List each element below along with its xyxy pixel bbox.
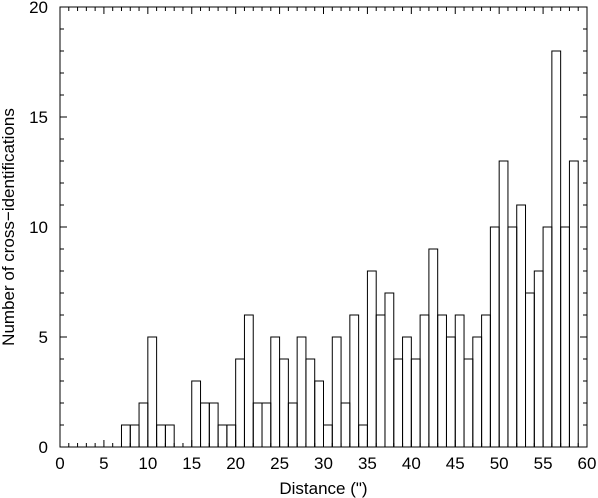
y-axis-label: Number of cross−identifications — [0, 108, 18, 346]
histogram-bar — [138, 402, 149, 448]
histogram-bar — [129, 424, 140, 448]
histogram-bar — [235, 358, 245, 448]
plot-frame — [59, 6, 588, 448]
y-tick-label: 0 — [39, 438, 48, 457]
histogram-bar — [454, 314, 465, 448]
histogram-bar — [287, 402, 298, 448]
histogram-bar — [516, 204, 527, 448]
histogram-bar — [243, 314, 254, 448]
histogram-bar — [384, 292, 395, 448]
histogram-bar — [410, 358, 421, 448]
histogram-bar — [270, 336, 281, 448]
x-tick-label: 0 — [55, 454, 64, 473]
x-tick-label: 30 — [314, 454, 333, 473]
histogram-bar — [560, 226, 570, 448]
x-tick-label: 40 — [402, 454, 421, 473]
histogram-bar — [296, 336, 307, 448]
histogram-bar — [217, 424, 228, 448]
histogram-bar — [472, 336, 483, 448]
y-tick-label: 5 — [39, 328, 48, 347]
x-tick-label: 45 — [446, 454, 465, 473]
histogram-bar — [208, 402, 219, 448]
histogram-bar — [428, 248, 439, 448]
histogram-bar — [252, 402, 263, 448]
histogram-bar — [507, 226, 518, 448]
histogram-bar — [366, 270, 377, 448]
histogram-bar — [349, 314, 360, 448]
y-tick-label: 15 — [29, 108, 48, 127]
histogram-bar — [358, 424, 368, 448]
histogram-bar — [542, 226, 553, 448]
histogram-bar — [375, 314, 386, 448]
histogram-bar — [191, 380, 202, 448]
histogram-bar — [525, 292, 535, 448]
x-tick-label: 55 — [534, 454, 553, 473]
histogram-bar — [393, 358, 404, 448]
histogram-bar — [551, 50, 562, 448]
y-tick-label: 10 — [29, 218, 48, 237]
x-tick-labels: 0 5 10 15 20 25 30 35 40 45 50 55 60 — [55, 454, 596, 473]
histogram-bar — [156, 424, 166, 448]
histogram-bar — [419, 314, 430, 448]
histogram-bar — [331, 336, 342, 448]
histogram-bar — [226, 424, 237, 448]
histogram-bar — [323, 424, 333, 448]
histogram-bar — [305, 358, 316, 448]
histogram-bar — [279, 358, 289, 448]
histogram-bar — [463, 358, 474, 448]
x-tick-label: 60 — [578, 454, 597, 473]
x-tick-label: 15 — [182, 454, 201, 473]
histogram-bar — [164, 424, 175, 448]
x-tick-label: 20 — [226, 454, 245, 473]
histogram-bar — [147, 336, 158, 448]
histogram-bar — [568, 160, 579, 448]
histogram-bar — [402, 336, 412, 448]
y-tick-label: 20 — [29, 0, 48, 17]
histogram-bar — [533, 270, 544, 448]
x-tick-label: 50 — [490, 454, 509, 473]
histogram-bar — [200, 402, 210, 448]
histogram-bars — [120, 50, 579, 448]
x-tick-label: 35 — [358, 454, 377, 473]
x-tick-label: 10 — [138, 454, 157, 473]
x-tick-label: 25 — [270, 454, 289, 473]
x-axis-label: Distance (") — [279, 479, 367, 498]
histogram-bar — [445, 336, 456, 448]
histogram-bar — [340, 402, 351, 448]
histogram-bar — [437, 314, 447, 448]
x-tick-label: 5 — [99, 454, 108, 473]
histogram-bar — [261, 402, 272, 448]
y-tick-labels: 0 5 10 15 20 — [29, 0, 48, 457]
histogram-bar — [481, 314, 491, 448]
histogram-bar — [120, 424, 131, 448]
histogram-bar — [498, 160, 509, 448]
histogram-bar — [314, 380, 325, 448]
histogram-bar — [489, 226, 500, 448]
